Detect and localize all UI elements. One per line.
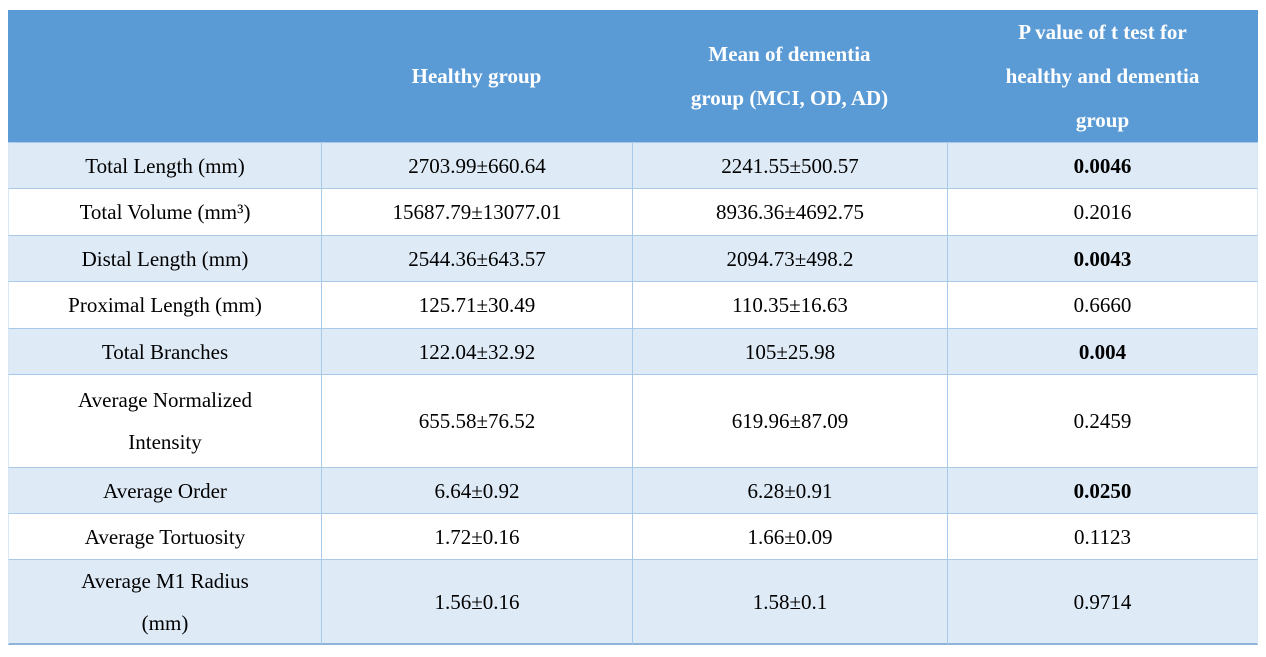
table-header-row: Healthy group Mean of dementia group (MC…	[8, 10, 1258, 142]
p-value: 0.004	[947, 328, 1258, 374]
column-header-empty	[8, 10, 321, 142]
metric-label: Average Tortuosity	[8, 513, 321, 559]
metric-label: Total Volume (mm³)	[8, 188, 321, 235]
dementia-value: 6.28±0.91	[632, 467, 947, 513]
p-value: 0.2016	[947, 188, 1258, 235]
healthy-value: 2544.36±643.57	[321, 235, 632, 281]
healthy-value: 1.56±0.16	[321, 559, 632, 644]
dementia-value: 2094.73±498.2	[632, 235, 947, 281]
p-value: 0.0250	[947, 467, 1258, 513]
table-row-avg-tortuosity: Average Tortuosity 1.72±0.16 1.66±0.09 0…	[8, 513, 1258, 559]
metric-label: Average Normalized Intensity	[8, 374, 321, 467]
table-row-avg-normalized-intensity: Average Normalized Intensity 655.58±76.5…	[8, 374, 1258, 467]
healthy-value: 15687.79±13077.01	[321, 188, 632, 235]
p-value: 0.1123	[947, 513, 1258, 559]
p-value: 0.0046	[947, 142, 1258, 188]
table-row-proximal-length: Proximal Length (mm) 125.71±30.49 110.35…	[8, 281, 1258, 328]
dementia-value: 2241.55±500.57	[632, 142, 947, 188]
healthy-value: 655.58±76.52	[321, 374, 632, 467]
dementia-value: 1.66±0.09	[632, 513, 947, 559]
p-value: 0.6660	[947, 281, 1258, 328]
table-row-total-branches: Total Branches 122.04±32.92 105±25.98 0.…	[8, 328, 1258, 374]
healthy-value: 122.04±32.92	[321, 328, 632, 374]
dementia-value: 105±25.98	[632, 328, 947, 374]
healthy-value: 6.64±0.92	[321, 467, 632, 513]
column-header-pvalue: P value of t test for healthy and dement…	[1005, 20, 1200, 133]
results-table: Healthy group Mean of dementia group (MC…	[8, 10, 1258, 645]
healthy-value: 125.71±30.49	[321, 281, 632, 328]
dementia-value: 110.35±16.63	[632, 281, 947, 328]
dementia-value: 619.96±87.09	[632, 374, 947, 467]
table-row-avg-m1-radius: Average M1 Radius (mm) 1.56±0.16 1.58±0.…	[8, 559, 1258, 644]
healthy-value: 1.72±0.16	[321, 513, 632, 559]
metric-label: Proximal Length (mm)	[8, 281, 321, 328]
column-header-healthy: Healthy group	[411, 64, 542, 89]
p-value: 0.0043	[947, 235, 1258, 281]
table-row-total-length: Total Length (mm) 2703.99±660.64 2241.55…	[8, 142, 1258, 188]
metric-label: Average Order	[8, 467, 321, 513]
metric-label: Total Branches	[8, 328, 321, 374]
metric-label: Distal Length (mm)	[8, 235, 321, 281]
healthy-value: 2703.99±660.64	[321, 142, 632, 188]
table-row-distal-length: Distal Length (mm) 2544.36±643.57 2094.7…	[8, 235, 1258, 281]
dementia-value: 1.58±0.1	[632, 559, 947, 644]
p-value: 0.9714	[947, 559, 1258, 644]
p-value: 0.2459	[947, 374, 1258, 467]
metric-label: Total Length (mm)	[8, 142, 321, 188]
dementia-value: 8936.36±4692.75	[632, 188, 947, 235]
metric-label: Average M1 Radius (mm)	[8, 559, 321, 644]
column-header-dementia: Mean of dementia group (MCI, OD, AD)	[690, 42, 889, 111]
table-row-total-volume: Total Volume (mm³) 15687.79±13077.01 893…	[8, 188, 1258, 235]
table-row-avg-order: Average Order 6.64±0.92 6.28±0.91 0.0250	[8, 467, 1258, 513]
